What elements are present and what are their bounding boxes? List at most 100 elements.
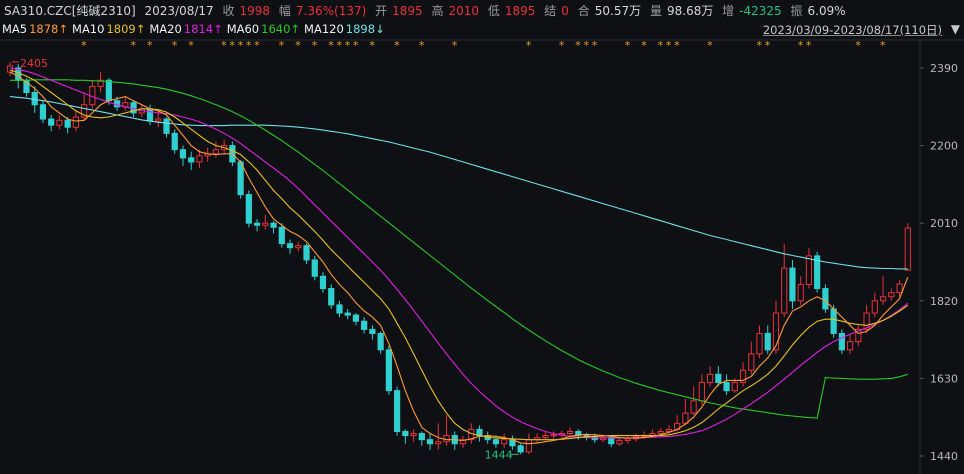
candle-body (303, 245, 310, 261)
close-label: 收 (222, 4, 235, 18)
candle-body (723, 381, 730, 392)
candle-body (179, 149, 187, 159)
candle-body (443, 435, 450, 443)
candle-body (764, 332, 771, 351)
candle-body (830, 308, 837, 334)
candle-body (237, 161, 244, 196)
star-marker: * (172, 39, 178, 52)
candle-body (682, 412, 689, 424)
star-marker: * (188, 39, 194, 52)
candle-body (525, 439, 532, 453)
candle-body (188, 157, 195, 163)
star-marker: * (880, 39, 886, 52)
ma-legend-name: MA20 (149, 22, 182, 36)
star-marker: * (559, 39, 565, 52)
candle-body (501, 439, 508, 445)
ma-legend-name: MA5 (2, 22, 28, 36)
ma-legend-value: 1814↑ (183, 22, 223, 36)
star-marker: * (328, 39, 334, 52)
change-value: 7.36%(137) (295, 4, 367, 18)
candle-body (657, 430, 664, 435)
candle-body (781, 267, 788, 314)
star-marker: * (757, 39, 763, 52)
y-tick-label: 2010 (930, 217, 958, 230)
candle-body (435, 441, 442, 445)
star-marker: * (221, 39, 227, 52)
candle-body (328, 288, 335, 306)
ma60-line (10, 79, 908, 419)
ma-legend-value: 1898↓ (345, 22, 385, 36)
candle-body (377, 332, 384, 351)
star-marker: * (592, 39, 598, 52)
amplitude-value: 6.09% (807, 4, 846, 18)
star-marker: * (765, 39, 771, 52)
low-annotation: 1444 (485, 448, 513, 461)
candle-body (739, 369, 747, 383)
ma-legend-name: MA60 (226, 22, 260, 36)
candle-body (731, 381, 738, 392)
candle-body (805, 255, 813, 285)
star-marker: * (254, 39, 260, 52)
settle-label: 结 (544, 4, 557, 18)
star-marker: * (345, 39, 351, 52)
candle-body (517, 445, 524, 453)
candle-body (822, 288, 829, 310)
volume-label: 量 (649, 4, 662, 18)
star-marker: * (419, 39, 425, 52)
high-label: 高 (431, 4, 444, 18)
candle-body (665, 428, 673, 432)
star-marker: * (666, 39, 672, 52)
candle-body (575, 430, 582, 437)
quote-header: SA310.CZC[纯碱2310] 2023/08/17 收 1998 幅 7.36… (4, 2, 851, 20)
candle-body (542, 435, 549, 439)
star-marker: * (81, 39, 87, 52)
y-tick-label: 1630 (930, 372, 958, 385)
candle-body (896, 283, 903, 294)
candle-body (81, 104, 88, 118)
quote-date: 2023/08/17 (144, 4, 214, 18)
dropdown-icon[interactable]: ▼ (950, 22, 960, 36)
open-label: 开 (375, 4, 388, 18)
ma10-line (9, 69, 909, 441)
ma-legend-name: MA120 (304, 22, 344, 36)
star-marker: * (353, 39, 359, 52)
star-marker: * (798, 39, 804, 52)
candle-body (616, 439, 623, 445)
oi-value: -42325 (739, 4, 782, 18)
candle-body (212, 149, 220, 155)
star-marker: * (229, 39, 235, 52)
candle-body (245, 194, 252, 224)
star-marker: * (584, 39, 590, 52)
star-marker: * (641, 39, 647, 52)
ma-legend-value: 1640↑ (261, 22, 301, 36)
candle-body (336, 304, 343, 314)
candle-body (715, 373, 722, 383)
star-marker: * (147, 39, 153, 52)
date-range-selector[interactable]: 2023/03/09-2023/08/17(110日) (762, 23, 942, 37)
candle-body (690, 400, 697, 414)
y-tick-label: 2390 (930, 62, 958, 75)
candle-body (879, 296, 887, 302)
candle-body (624, 438, 631, 441)
candle-body (262, 222, 269, 226)
candle-body (418, 433, 425, 441)
candle-body (369, 328, 376, 334)
candle-body (698, 381, 705, 402)
candle-body (311, 259, 318, 277)
ma20-line (9, 67, 909, 439)
star-marker: * (131, 39, 137, 52)
candle-body (253, 222, 261, 226)
star-marker: * (707, 39, 713, 52)
candle-body (344, 312, 351, 316)
low-value: 1895 (504, 4, 536, 18)
star-marker: * (625, 39, 631, 52)
volume-value: 98.68万 (666, 4, 714, 18)
candle-body (196, 155, 203, 163)
settle-value: 0 (561, 4, 569, 18)
star-marker: * (526, 39, 532, 52)
star-marker: * (238, 39, 244, 52)
candle-body (402, 430, 409, 437)
candle-body (797, 283, 804, 302)
high-value: 2010 (448, 4, 480, 18)
